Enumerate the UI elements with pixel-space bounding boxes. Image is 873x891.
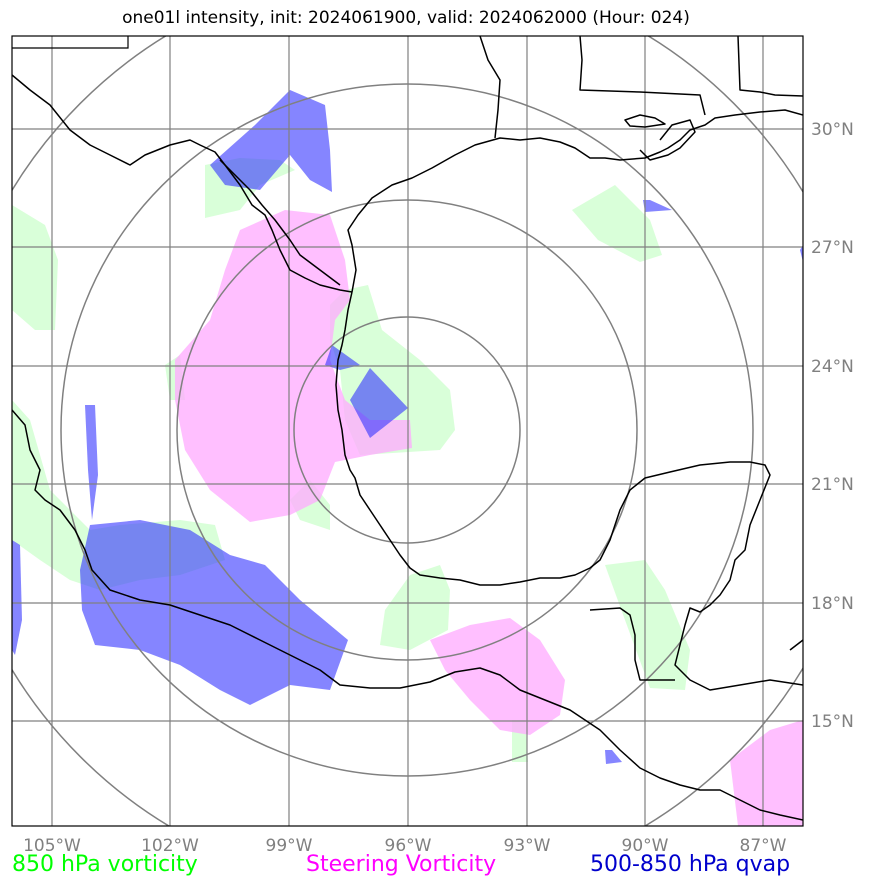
steering-vorticity-layer (175, 210, 803, 826)
legend-qvap: 500-850 hPa qvap (590, 852, 791, 877)
qvap-region (605, 750, 622, 764)
mississippi-river (479, 36, 501, 139)
rio-grande-border (219, 159, 341, 286)
legend-steering-vorticity: Steering Vorticity (306, 852, 497, 877)
lon-label: 102°W (141, 836, 199, 856)
lat-label: 18°N (811, 594, 854, 614)
qvap-region (12, 540, 22, 655)
range-ring (293, 316, 521, 544)
qvap-region (325, 345, 360, 370)
lon-label: 96°W (385, 836, 432, 856)
qvap-region (80, 520, 348, 705)
gridlines (12, 36, 803, 826)
mississippi-delta (639, 119, 696, 161)
qvap-region (85, 405, 98, 520)
lon-label: 87°W (740, 836, 787, 856)
lat-label: 24°N (811, 357, 854, 377)
lat-label: 21°N (811, 475, 854, 495)
qvap-region (210, 90, 332, 192)
state-border-east (579, 36, 706, 116)
gulf-coast-texas-louisiana (347, 109, 803, 293)
louisiana-islands (624, 114, 666, 128)
vort850-region (380, 565, 450, 650)
lon-label: 90°W (622, 836, 669, 856)
lon-label: 93°W (504, 836, 551, 856)
mexico-pacific-coast (12, 409, 803, 821)
lon-label: 105°W (23, 836, 81, 856)
lat-label: 30°N (811, 120, 854, 140)
coastlines (12, 36, 803, 821)
steering-vorticity-region (730, 720, 803, 826)
steering-vorticity-region (430, 618, 565, 735)
lat-label: 15°N (811, 712, 854, 732)
vort850-layer (12, 158, 690, 762)
vort850-region (12, 205, 58, 330)
vort850-region (572, 185, 662, 262)
map-title: one01l intensity, init: 2024061900, vali… (122, 8, 690, 28)
lat-label: 27°N (811, 238, 854, 258)
central-america-border (589, 607, 675, 681)
mexico-gulf-coast (335, 291, 803, 691)
qvap-region (350, 368, 408, 438)
qvap-layer (12, 90, 803, 764)
legend-850-vorticity: 850 hPa vorticity (12, 852, 198, 877)
us-mexico-border (12, 74, 353, 293)
cuba-tip (789, 639, 803, 651)
lon-label: 99°W (266, 836, 313, 856)
qvap-region (643, 200, 672, 212)
vort850-region (605, 560, 690, 690)
map-frame (11, 35, 804, 827)
state-border-alabama (737, 36, 803, 97)
inset-border (12, 36, 129, 49)
range-ring (176, 199, 638, 661)
range-ring (60, 83, 754, 777)
qvap-region (800, 245, 803, 262)
